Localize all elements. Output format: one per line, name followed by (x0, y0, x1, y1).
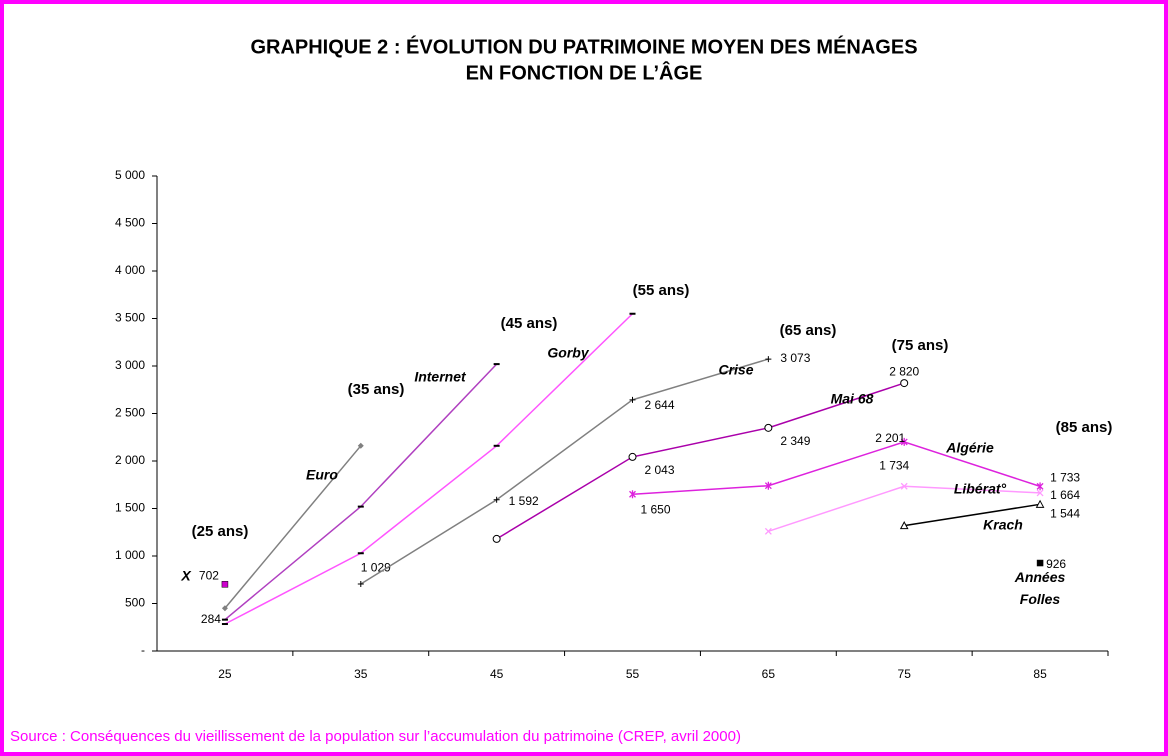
series-name: Libérat° (954, 481, 1007, 497)
value-label: 1 734 (879, 458, 909, 472)
y-tick-label: 500 (125, 596, 145, 610)
marker (1036, 482, 1044, 491)
marker (764, 423, 773, 432)
annotation: (85 ans) (1056, 419, 1113, 436)
annotation: (65 ans) (780, 322, 837, 339)
series-name: Krach (983, 517, 1023, 533)
marker (629, 490, 636, 499)
value-label: 926 (1046, 557, 1066, 571)
annotation: (45 ans) (501, 315, 558, 332)
marker (492, 534, 501, 543)
value-label: 2 043 (645, 463, 675, 477)
marker (764, 527, 772, 535)
marker (900, 482, 908, 490)
value-label: 2 820 (889, 364, 919, 378)
y-tick-label: 3 500 (115, 311, 145, 325)
marker (899, 521, 909, 530)
y-tick-label: 4 500 (115, 216, 145, 230)
marker (765, 356, 772, 363)
series-name: Années Folles (1014, 569, 1066, 607)
value-label: 1 029 (361, 560, 391, 574)
value-label: 2 349 (780, 434, 810, 448)
series-name: Internet (414, 369, 467, 385)
marker (221, 581, 229, 588)
x-tick-label: 35 (354, 667, 368, 681)
marker (221, 605, 228, 612)
y-tick-label: 1 000 (115, 548, 145, 562)
series-line (224, 445, 362, 609)
marker (357, 442, 364, 449)
value-label: 1 650 (641, 502, 671, 516)
marker (764, 481, 772, 490)
series-name: Gorby (547, 345, 589, 361)
source: Source : Conséquences du vieillissement … (10, 728, 741, 745)
series-line (360, 358, 769, 585)
annotation: (55 ans) (633, 282, 690, 299)
marker (357, 581, 364, 588)
y-tick-label: 2 500 (115, 406, 145, 420)
value-label: 2 644 (645, 398, 675, 412)
marker (1035, 499, 1045, 508)
marker (900, 379, 909, 388)
y-tick-label: 1 500 (115, 501, 145, 515)
series-name-part: Années (1014, 569, 1066, 585)
annotation: (25 ans) (192, 523, 249, 540)
value-label: 1 544 (1050, 506, 1080, 520)
series-line (632, 441, 1041, 495)
annotation: (75 ans) (892, 337, 949, 354)
marker (1036, 559, 1044, 567)
y-tick-label: 2 000 (115, 453, 145, 467)
marker (493, 496, 500, 503)
series-line (904, 503, 1041, 527)
series-name: Crise (718, 362, 753, 378)
x-tick-label: 55 (626, 667, 640, 681)
series-name: Euro (306, 467, 338, 483)
value-label: 1 592 (509, 494, 539, 508)
x-tick-label: 85 (1033, 667, 1047, 681)
value-label: 3 073 (780, 351, 810, 365)
x-tick-label: 75 (898, 667, 912, 681)
series-name: Algérie (945, 440, 994, 456)
chart-title: EN FONCTION DE L’ÂGE (466, 60, 703, 84)
marker (629, 396, 636, 403)
x-tick-label: 45 (490, 667, 504, 681)
value-label: 702 (199, 568, 219, 582)
series-name: X (180, 568, 192, 584)
annotation: (35 ans) (348, 381, 405, 398)
value-label: 284 (201, 612, 221, 626)
series-name-part: Folles (1020, 591, 1061, 607)
y-tick-label: 4 000 (115, 263, 145, 277)
value-label: 2 201 (875, 431, 905, 445)
y-tick-label: 5 000 (115, 168, 145, 182)
x-tick-label: 25 (218, 667, 232, 681)
value-label: 1 664 (1050, 488, 1080, 502)
series-line (224, 313, 634, 625)
value-label: 1 733 (1050, 471, 1080, 485)
y-tick-label: - (141, 643, 145, 657)
marker (1036, 489, 1044, 497)
y-tick-label: 3 000 (115, 358, 145, 372)
x-tick-label: 65 (762, 667, 776, 681)
marker (628, 452, 637, 461)
chart-title: GRAPHIQUE 2 : ÉVOLUTION DU PATRIMOINE MO… (250, 35, 917, 58)
series-line (496, 382, 905, 540)
marker (900, 437, 908, 446)
series-name: Mai 68 (831, 391, 874, 407)
